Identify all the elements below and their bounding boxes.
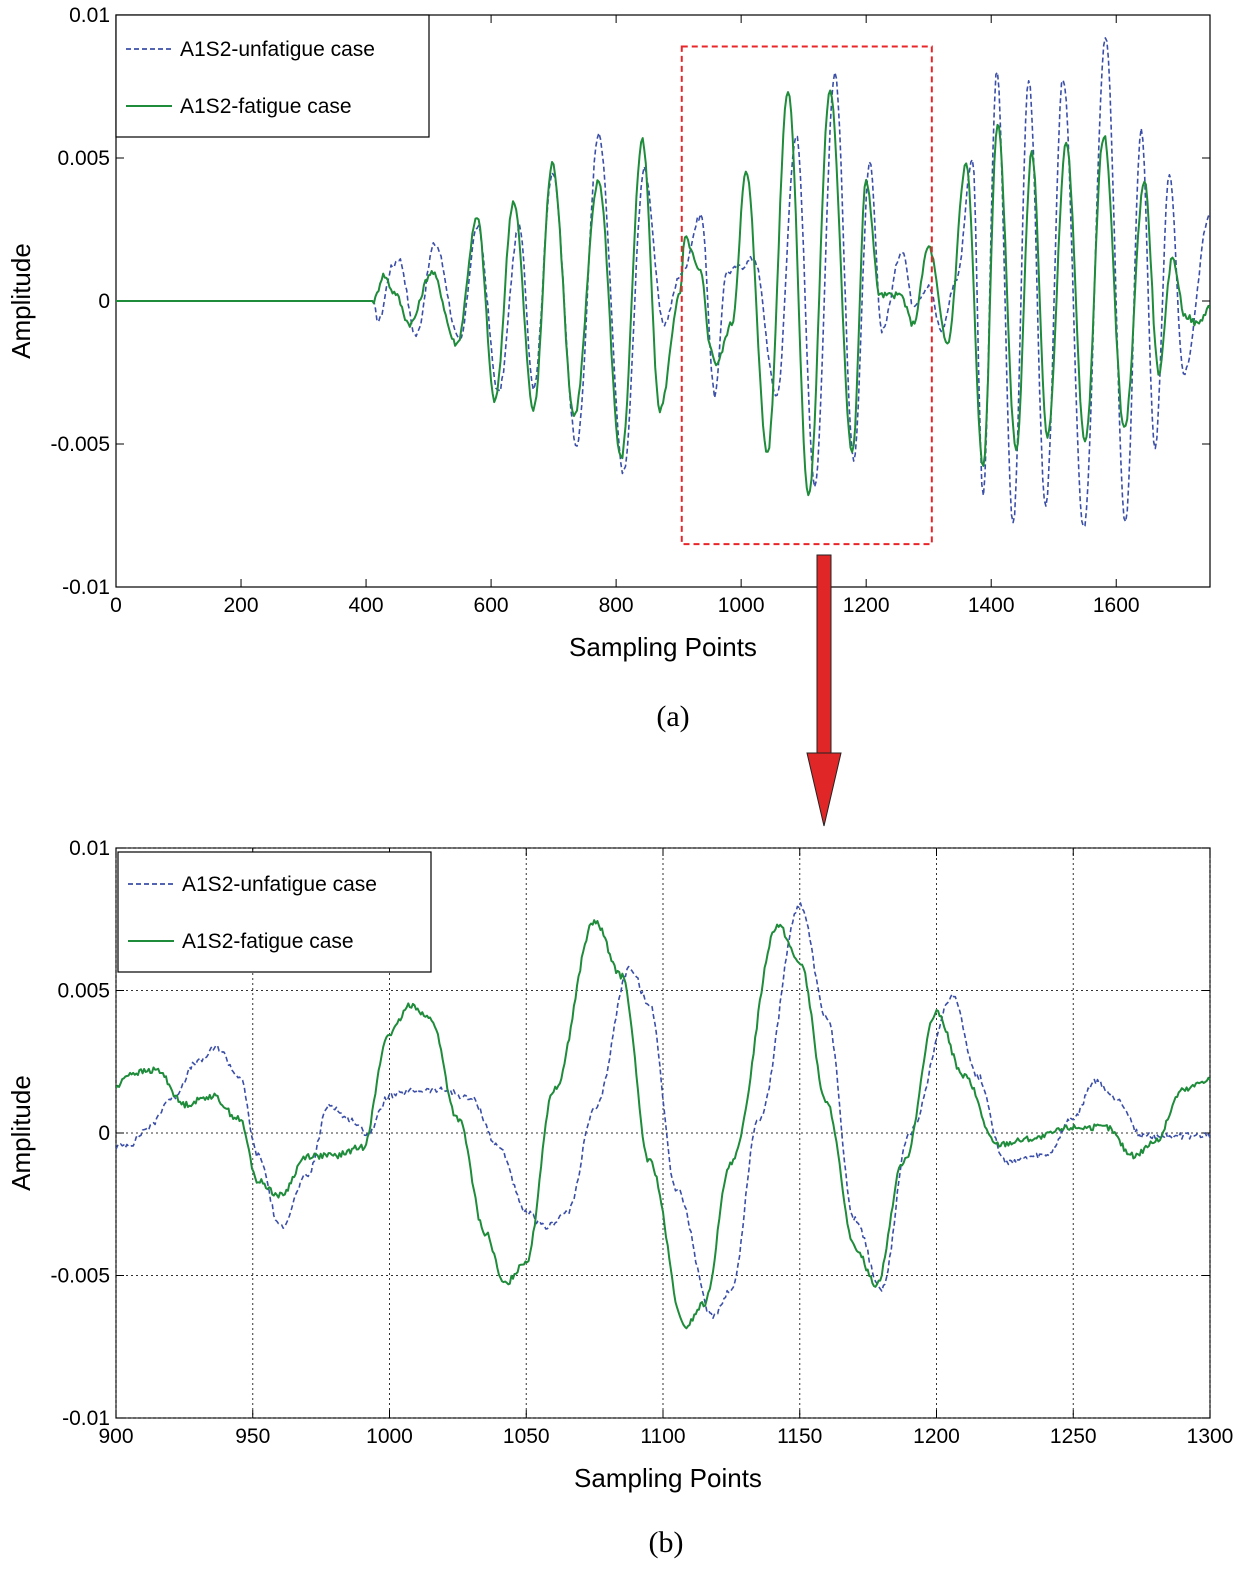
- y-tick-label: -0.005: [50, 1265, 110, 1288]
- x-axis-label-a: Sampling Points: [569, 632, 757, 662]
- y-tick-label: 0.005: [57, 147, 110, 170]
- x-tick-label: 400: [349, 594, 384, 617]
- x-tick-label: 1150: [777, 1425, 822, 1448]
- x-tick-label: 200: [224, 594, 259, 617]
- y-tick-label: 0: [98, 1122, 110, 1145]
- legend-label-unfatigue-a: A1S2-unfatigue case: [180, 38, 375, 61]
- y-tick-label: -0.01: [62, 1407, 110, 1430]
- legend-box-b: [117, 851, 432, 973]
- axis-ticks-a: 0 200 400 600 800 1000 1200 1400 16000.010.0050-…: [50, 4, 1210, 617]
- chart-panel-b: 900 950 1000 1050 1100 1150 1200 1250 1300 0.01 0.…: [6, 837, 1233, 1559]
- highlight-region-a: [680, 45, 933, 546]
- zoom-arrow-head: [806, 752, 842, 827]
- y-tick-label: 0.01: [69, 837, 110, 860]
- x-tick-label: 1000: [718, 594, 765, 617]
- x-tick-label: 1400: [968, 594, 1015, 617]
- y-axis-label-a: Amplitude: [6, 243, 36, 359]
- x-tick-label: 1200: [913, 1425, 960, 1448]
- series-line-unfatigue: [116, 37, 1210, 528]
- x-tick-label: 1100: [640, 1425, 685, 1448]
- series-group-a: [116, 37, 1210, 528]
- x-tick-label: 900: [98, 1425, 133, 1448]
- y-axis-label-b: Amplitude: [6, 1075, 36, 1191]
- zoom-arrow: [806, 554, 842, 827]
- y-tick-label: -0.005: [50, 433, 110, 456]
- x-tick-label: 1200: [843, 594, 890, 617]
- x-tick-label: 1000: [366, 1425, 413, 1448]
- series-group-b: [116, 902, 1210, 1330]
- y-tick-label: 0: [98, 290, 110, 313]
- x-tick-label: 0: [110, 594, 122, 617]
- x-tick-label: 950: [235, 1425, 270, 1448]
- x-tick-label: 1250: [1050, 1425, 1097, 1448]
- y-tick-label: 0.005: [57, 980, 110, 1003]
- axis-ticks-b: 900 950 1000 1050 1100 1150 1200 1250 1300 0.01 0.…: [50, 837, 1233, 1448]
- x-tick-label: 800: [599, 594, 634, 617]
- chart-panel-a: 0 200 400 600 800 1000 1200 1400 16000.010.0050-…: [6, 4, 1211, 733]
- x-tick-label: 600: [474, 594, 509, 617]
- y-tick-label: 0.01: [69, 4, 110, 27]
- caption-a: (a): [656, 700, 689, 733]
- x-axis-label-b: Sampling Points: [574, 1463, 762, 1493]
- series-line-fatigue: [116, 919, 1210, 1330]
- series-line-fatigue: [116, 89, 1210, 497]
- x-tick-label: 1600: [1093, 594, 1140, 617]
- highlight-box: [680, 45, 933, 546]
- legend-b: A1S2-unfatigue case A1S2-fatigue case: [117, 851, 432, 973]
- legend-a: A1S2-unfatigue case A1S2-fatigue case: [115, 14, 430, 138]
- zoom-arrow-shaft: [816, 554, 832, 756]
- x-tick-label: 1300: [1187, 1425, 1234, 1448]
- x-tick-label: 1050: [503, 1425, 550, 1448]
- caption-b: (b): [649, 1526, 684, 1559]
- legend-label-unfatigue-b: A1S2-unfatigue case: [182, 873, 377, 896]
- y-tick-label: -0.01: [62, 576, 110, 599]
- legend-label-fatigue-a: A1S2-fatigue case: [180, 95, 352, 118]
- legend-box-a: [115, 14, 430, 138]
- legend-label-fatigue-b: A1S2-fatigue case: [182, 930, 354, 953]
